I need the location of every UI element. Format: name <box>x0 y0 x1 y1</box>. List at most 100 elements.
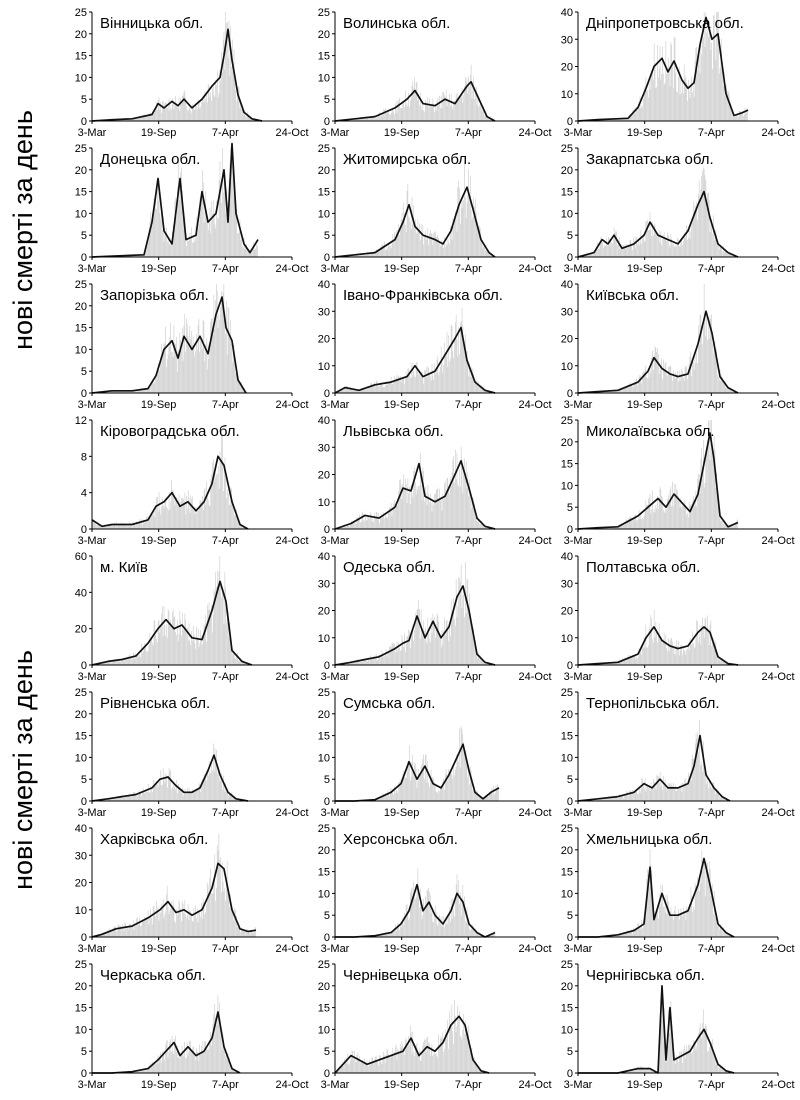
daily-bar <box>483 106 484 121</box>
daily-bar <box>708 788 709 801</box>
daily-bar <box>159 782 161 801</box>
daily-bar <box>122 390 124 393</box>
panel-title: Полтавська обл. <box>586 559 700 576</box>
daily-bar <box>414 375 415 393</box>
daily-bar <box>605 119 607 121</box>
daily-bar <box>354 522 355 529</box>
daily-bar <box>468 76 469 121</box>
daily-bar <box>227 306 229 393</box>
daily-bar <box>404 1039 406 1073</box>
daily-bar <box>363 659 364 665</box>
daily-bar <box>708 192 709 257</box>
daily-bar <box>410 221 411 257</box>
daily-bar <box>721 38 722 121</box>
daily-bar <box>688 224 690 257</box>
daily-bar <box>195 648 196 665</box>
daily-bar <box>465 196 466 257</box>
daily-bar <box>127 659 128 665</box>
daily-bar <box>126 657 127 665</box>
daily-bar <box>459 469 460 529</box>
daily-bar <box>441 362 443 393</box>
daily-bar <box>593 254 594 257</box>
daily-bar <box>449 93 450 121</box>
daily-bar <box>159 110 161 121</box>
daily-bar <box>734 523 736 529</box>
daily-bar <box>207 772 208 801</box>
daily-bar <box>711 42 712 122</box>
daily-bar <box>668 68 670 121</box>
daily-bar <box>386 796 388 801</box>
daily-bar <box>155 916 156 937</box>
daily-bar <box>159 912 161 937</box>
daily-bar <box>198 506 200 529</box>
daily-bar <box>444 790 445 801</box>
daily-bar <box>461 88 463 121</box>
daily-bar <box>487 793 489 801</box>
daily-bar <box>686 906 688 937</box>
daily-bar <box>461 307 463 393</box>
daily-bar <box>441 240 443 257</box>
daily-bar <box>649 790 651 801</box>
daily-bar <box>646 221 647 257</box>
daily-bar <box>628 518 629 529</box>
y-tick-label: 25 <box>561 823 573 835</box>
daily-bar <box>410 484 412 529</box>
daily-bar <box>190 110 191 121</box>
daily-bar <box>405 904 407 937</box>
daily-bar <box>435 372 436 393</box>
daily-bar <box>224 457 226 529</box>
daily-bar <box>694 205 696 257</box>
daily-bar <box>377 383 379 393</box>
daily-bar <box>399 1044 401 1073</box>
daily-bar <box>487 250 489 257</box>
daily-bar <box>175 1052 177 1073</box>
daily-bar <box>141 254 142 257</box>
daily-bar <box>207 610 209 665</box>
daily-bar <box>181 635 182 665</box>
daily-bar <box>708 338 710 393</box>
daily-bar <box>210 1031 211 1073</box>
daily-bar <box>238 380 240 393</box>
y-tick-label: 10 <box>318 1024 330 1036</box>
daily-bar <box>426 1036 428 1073</box>
daily-bar <box>141 1070 142 1073</box>
daily-bar <box>204 487 206 529</box>
daily-bar <box>132 521 134 529</box>
daily-bar <box>654 913 656 937</box>
daily-bar <box>206 93 207 121</box>
daily-bar <box>161 211 162 257</box>
daily-bar <box>146 387 148 393</box>
daily-bar <box>350 523 351 529</box>
y-tick-label: 25 <box>561 687 573 699</box>
daily-bar <box>592 252 593 257</box>
daily-bar <box>177 619 178 665</box>
daily-bar <box>106 527 107 529</box>
daily-bar <box>470 929 472 937</box>
daily-bar <box>135 525 137 529</box>
daily-bar <box>196 1050 198 1073</box>
daily-bar <box>454 100 455 121</box>
daily-bar <box>485 526 487 529</box>
daily-bar <box>177 911 179 937</box>
daily-bar <box>146 791 147 801</box>
daily-bar <box>672 481 673 529</box>
daily-bar <box>393 380 394 393</box>
panel-title: Чернігівська обл. <box>586 967 705 984</box>
daily-bar <box>394 786 395 801</box>
daily-bar <box>204 1041 205 1073</box>
daily-bar <box>683 505 684 529</box>
daily-bar <box>130 391 131 393</box>
daily-bar <box>470 210 472 257</box>
daily-bar <box>401 778 403 801</box>
daily-bar <box>382 112 384 121</box>
daily-bar <box>248 115 250 121</box>
daily-bar <box>472 1058 474 1073</box>
daily-bar <box>349 119 350 121</box>
daily-bar <box>655 505 657 529</box>
daily-bar <box>140 521 142 529</box>
daily-bar <box>435 373 437 393</box>
daily-bar <box>480 104 481 121</box>
daily-bar <box>387 790 389 801</box>
daily-bar <box>729 253 731 257</box>
daily-bar <box>645 624 647 665</box>
